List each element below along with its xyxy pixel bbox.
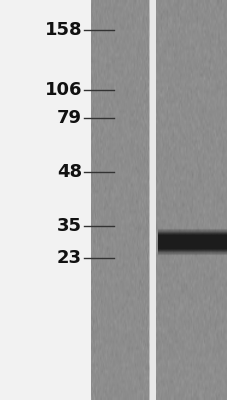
Text: 23: 23 — [57, 249, 82, 267]
Bar — [155, 0, 227, 400]
Bar — [0, 0, 91, 400]
Bar — [149, 0, 155, 400]
Text: 158: 158 — [44, 21, 82, 39]
Text: 35: 35 — [57, 217, 82, 235]
Bar — [91, 0, 149, 400]
Text: 106: 106 — [44, 81, 82, 99]
Text: 79: 79 — [57, 109, 82, 127]
Text: 48: 48 — [57, 163, 82, 181]
